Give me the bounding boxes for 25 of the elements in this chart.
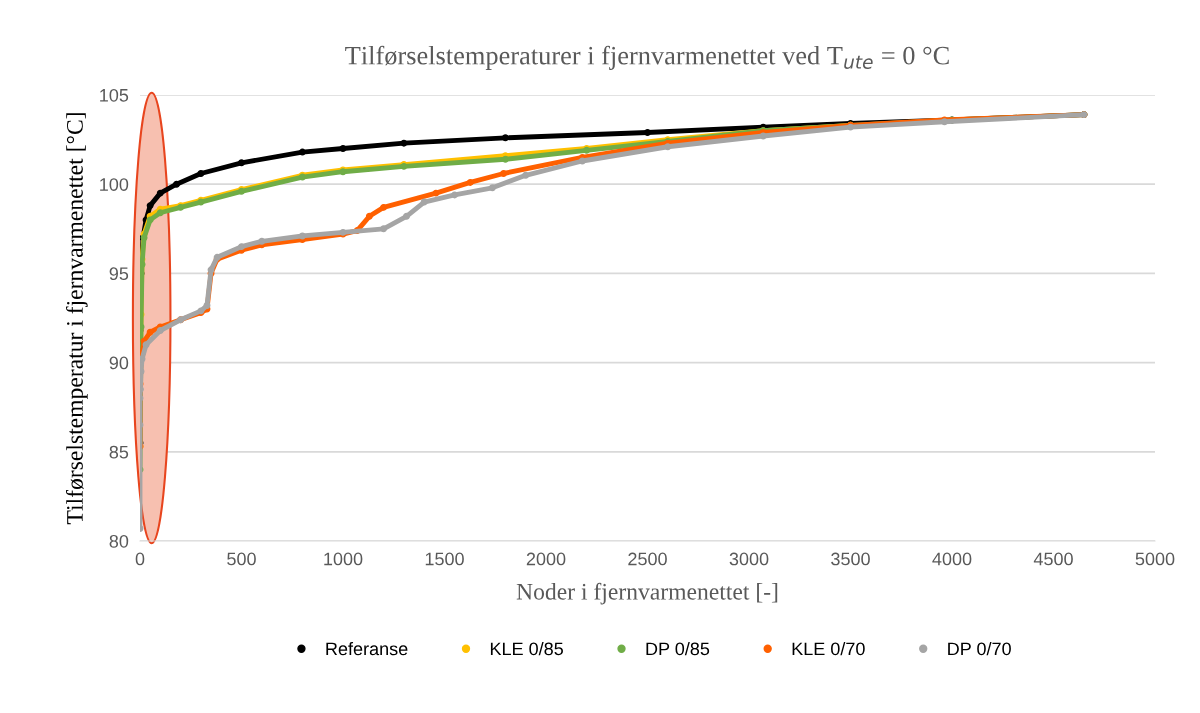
chart-title: Tilførselstemperaturer i fjernvarmenettet ved T$_{ute}$ = 0 °C	[345, 45, 949, 70]
y-axis-title: Tilførselstemperatur i fjernvarmenettet [°C]	[66, 113, 88, 525]
legend-label: DP 0/70	[948, 641, 1011, 656]
y-tick-label: 105	[100, 88, 129, 102]
x-tick-label: 3500	[831, 552, 870, 566]
x-tick-label: 1500	[425, 552, 464, 566]
legend-label: DP 0/85	[646, 641, 710, 656]
legend-label: KLE 0/70	[792, 641, 865, 656]
x-tick-label: 2000	[526, 552, 566, 566]
x-tick-label: 4000	[932, 552, 972, 566]
x-tick-label: 3000	[729, 552, 769, 566]
x-tick-label: 500	[227, 552, 256, 566]
x-axis-title: Noder i fjernvarmenettet [-]	[516, 582, 778, 605]
x-tick-label: 5000	[1135, 552, 1175, 566]
y-tick-label: 85	[109, 445, 129, 459]
y-tick-label: 100	[100, 178, 129, 191]
y-tick-label: 95	[109, 267, 129, 281]
x-tick-label: 4500	[1033, 552, 1073, 566]
legend-label: KLE 0/85	[490, 641, 563, 656]
y-tick-label: 80	[109, 534, 129, 548]
legend-label: Referanse	[326, 642, 408, 656]
x-tick-label: 2500	[628, 552, 667, 566]
x-tick-label: 1000	[324, 552, 363, 566]
x-tick-label: 0	[135, 552, 145, 566]
y-tick-label: 90	[109, 356, 129, 370]
